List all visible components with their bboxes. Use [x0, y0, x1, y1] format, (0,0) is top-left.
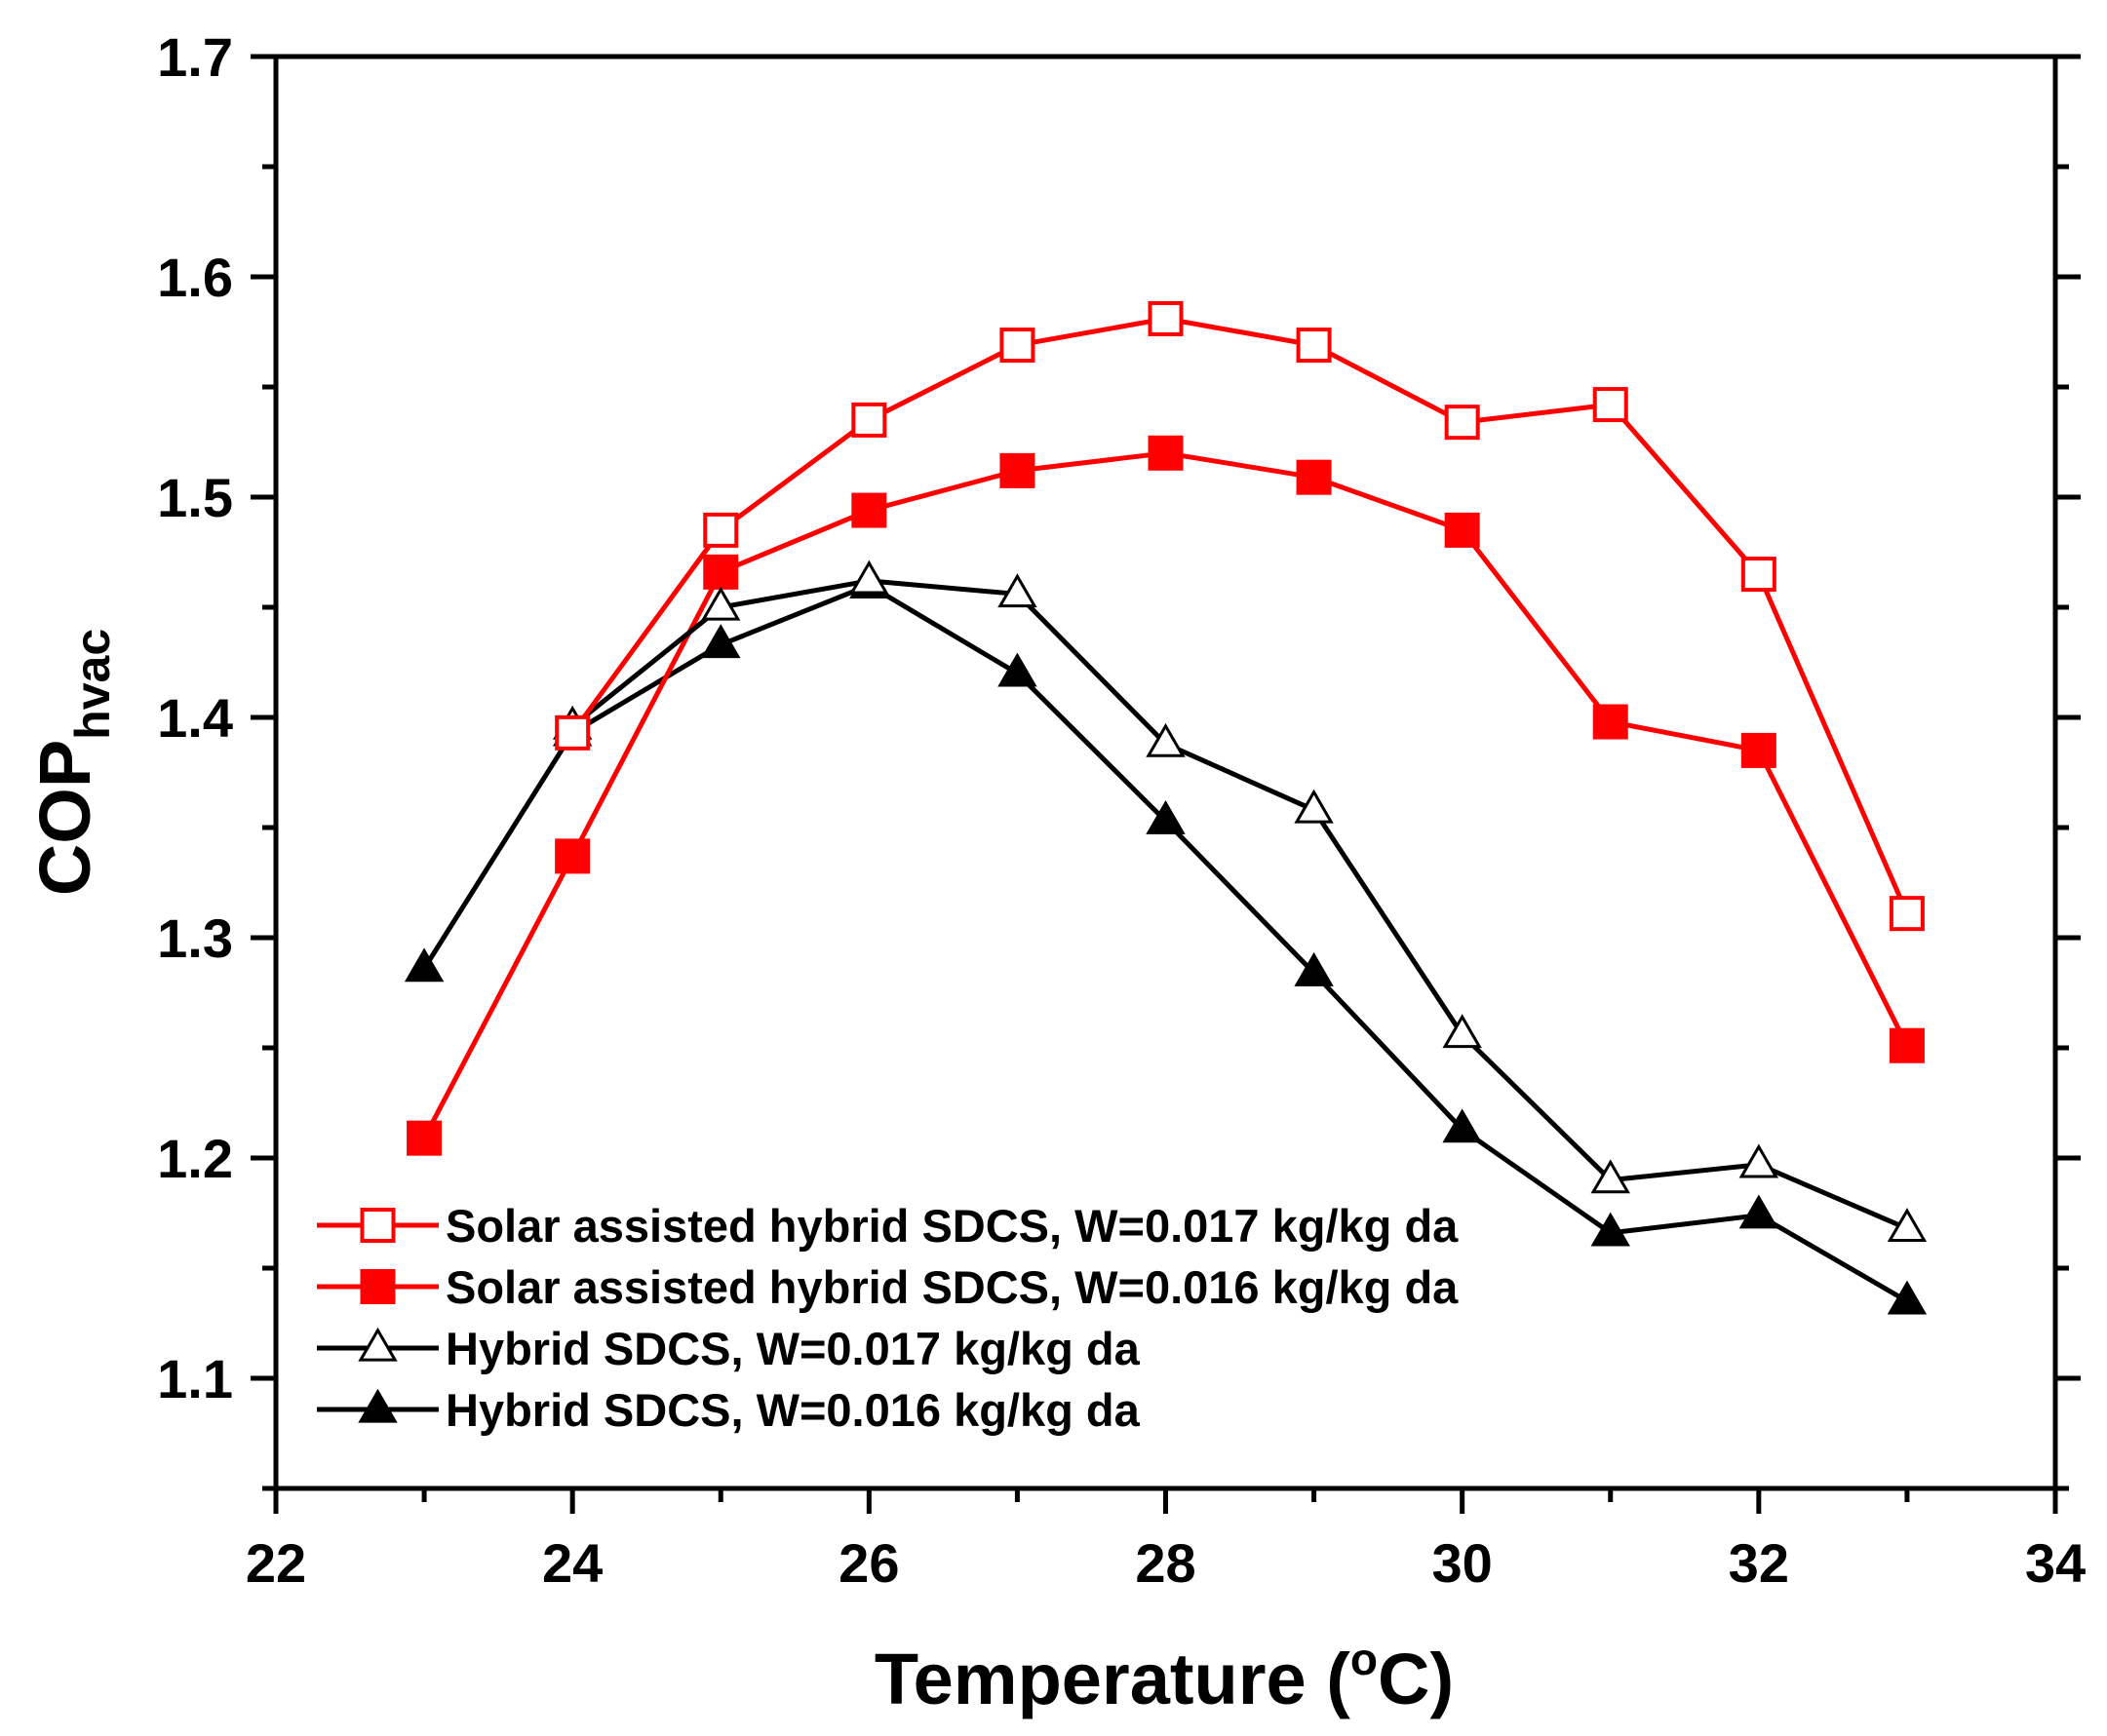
legend-marker	[358, 1327, 398, 1362]
data-point	[1148, 435, 1184, 471]
legend-marker	[358, 1388, 398, 1423]
data-point	[1738, 1194, 1779, 1229]
data-point	[1887, 1208, 1928, 1242]
data-point	[997, 573, 1037, 608]
x-tick-label: 26	[839, 1532, 899, 1594]
x-tick-label: 32	[1729, 1532, 1789, 1594]
series-line	[421, 582, 1909, 1304]
legend-marker	[360, 1269, 396, 1304]
data-point	[1444, 405, 1480, 441]
data-point	[849, 559, 889, 595]
y-axis-title: COPhvac	[24, 629, 120, 896]
x-tick-label: 30	[1432, 1532, 1493, 1594]
legend: Solar assisted hybrid SDCS, W=0.017 kg/k…	[317, 1200, 1459, 1436]
data-point	[1442, 1014, 1482, 1049]
x-tick-label: 22	[246, 1532, 306, 1594]
data-point	[851, 492, 887, 528]
data-point	[1740, 557, 1776, 593]
data-point	[1146, 799, 1186, 834]
legend-item: Solar assisted hybrid SDCS, W=0.016 kg/k…	[317, 1261, 1459, 1313]
data-point	[1592, 387, 1628, 423]
y-tick-label: 1.1	[157, 1348, 233, 1409]
data-point	[1889, 1027, 1925, 1063]
x-tick-label: 34	[2025, 1532, 2086, 1594]
data-point	[1146, 722, 1186, 757]
y-tick-label: 1.4	[157, 687, 233, 749]
x-tick-label: 28	[1135, 1532, 1195, 1594]
data-point	[701, 624, 741, 659]
series-line	[570, 316, 1910, 915]
data-point	[999, 328, 1035, 364]
data-point	[1294, 951, 1334, 986]
y-tick-label: 1.5	[157, 467, 233, 528]
data-point	[703, 554, 739, 590]
data-point	[1590, 1212, 1630, 1247]
data-point	[1738, 1143, 1779, 1178]
data-point	[1740, 732, 1776, 768]
series-line	[570, 578, 1908, 1231]
y-tick-label: 1.6	[157, 247, 233, 308]
data-point	[703, 512, 739, 548]
legend-item: Solar assisted hybrid SDCS, W=0.017 kg/k…	[317, 1200, 1459, 1252]
legend-item: Hybrid SDCS, W=0.017 kg/kg da	[317, 1323, 1141, 1374]
data-point	[1442, 1108, 1482, 1143]
data-point	[997, 652, 1037, 687]
data-point	[1294, 789, 1334, 824]
data-point	[999, 452, 1035, 488]
legend-label: Hybrid SDCS, W=0.017 kg/kg da	[446, 1323, 1141, 1374]
data-point	[404, 947, 445, 983]
y-tick-label: 1.2	[157, 1128, 233, 1189]
data-point	[555, 714, 591, 751]
data-point	[1148, 300, 1184, 336]
data-point	[701, 586, 741, 621]
data-point	[1590, 1159, 1630, 1194]
series-1	[555, 300, 1925, 932]
legend-label: Solar assisted hybrid SDCS, W=0.017 kg/k…	[446, 1200, 1459, 1252]
data-point	[1889, 896, 1925, 932]
series-layer	[404, 300, 1928, 1315]
x-axis-title: Temperature (oC)	[875, 1634, 1454, 1719]
axes: 22 24 26 28 30 32 34 1.1 1.2 1.3 1.4 1.5 1.6 1.7	[157, 26, 2086, 1594]
x-tick-label: 24	[542, 1532, 603, 1594]
y-tick-label: 1.7	[157, 26, 233, 88]
legend-label: Solar assisted hybrid SDCS, W=0.016 kg/k…	[446, 1261, 1459, 1313]
data-point	[1296, 459, 1332, 495]
legend-item: Hybrid SDCS, W=0.016 kg/kg da	[317, 1384, 1141, 1436]
data-point	[851, 402, 887, 438]
data-point	[407, 1120, 443, 1156]
series-2	[407, 435, 1925, 1156]
legend-label: Hybrid SDCS, W=0.016 kg/kg da	[446, 1384, 1141, 1436]
y-tick-label: 1.3	[157, 907, 233, 969]
data-point	[1444, 512, 1480, 548]
series-line	[421, 450, 1910, 1139]
data-point	[1887, 1280, 1928, 1315]
data-point	[1592, 704, 1628, 740]
data-point	[1296, 328, 1332, 364]
legend-marker	[360, 1208, 396, 1243]
series-3	[552, 559, 1928, 1242]
data-point	[555, 838, 591, 874]
